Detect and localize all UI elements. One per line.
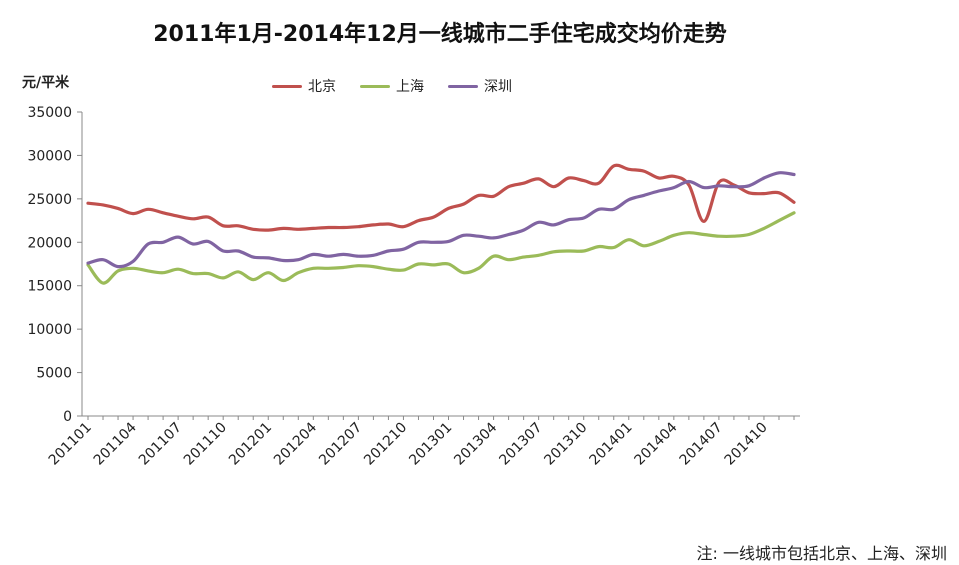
- footnote: 注: 一线城市包括北京、上海、深圳: [696, 544, 947, 563]
- y-tick-label: 35000: [27, 105, 72, 121]
- x-tick-label: 201310: [541, 420, 590, 469]
- series-line-shenzhen: [86, 171, 796, 269]
- legend-swatch-beijing: [272, 84, 302, 88]
- x-tick-label: 201204: [271, 419, 320, 468]
- series-line-shanghai: [86, 211, 796, 285]
- y-tick-label: 5000: [36, 366, 72, 382]
- x-tick-label: 201101: [46, 420, 95, 469]
- x-tick-label: 201401: [586, 420, 635, 469]
- series-line-beijing: [86, 163, 796, 232]
- legend-label-beijing: 北京: [308, 79, 336, 95]
- y-tick-label: 20000: [27, 235, 72, 251]
- x-tick-label: 201410: [722, 420, 771, 469]
- x-tick-label: 201107: [136, 420, 185, 469]
- x-tick-label: 201407: [677, 420, 726, 469]
- x-tick-label: 201307: [496, 420, 545, 469]
- legend-label-shenzhen: 深圳: [484, 79, 512, 95]
- legend: 北京 上海 深圳: [272, 76, 512, 96]
- x-tick-label: 201404: [632, 419, 681, 468]
- legend-item-shanghai: 上海: [360, 76, 424, 96]
- x-tick-label: 201201: [226, 420, 275, 469]
- y-tick-label: 15000: [27, 279, 72, 295]
- y-tick-label: 30000: [27, 148, 72, 164]
- legend-swatch-shenzhen: [448, 84, 478, 88]
- legend-label-shanghai: 上海: [396, 79, 424, 95]
- legend-item-shenzhen: 深圳: [448, 76, 512, 96]
- y-tick-label: 0: [63, 409, 72, 425]
- x-tick-label: 201207: [316, 420, 365, 469]
- x-tick-label: 201104: [91, 419, 140, 468]
- y-axis-label: 元/平米: [22, 75, 70, 91]
- y-tick-label: 10000: [27, 322, 72, 338]
- x-tick-label: 201210: [361, 420, 410, 469]
- legend-item-beijing: 北京: [272, 76, 336, 96]
- x-tick-label: 201110: [181, 420, 230, 469]
- x-tick-label: 201301: [406, 420, 455, 469]
- legend-swatch-shanghai: [360, 84, 390, 88]
- chart-title: 2011年1月-2014年12月一线城市二手住宅成交均价走势: [153, 22, 727, 47]
- x-tick-label: 201304: [451, 419, 500, 468]
- y-tick-label: 25000: [27, 192, 72, 208]
